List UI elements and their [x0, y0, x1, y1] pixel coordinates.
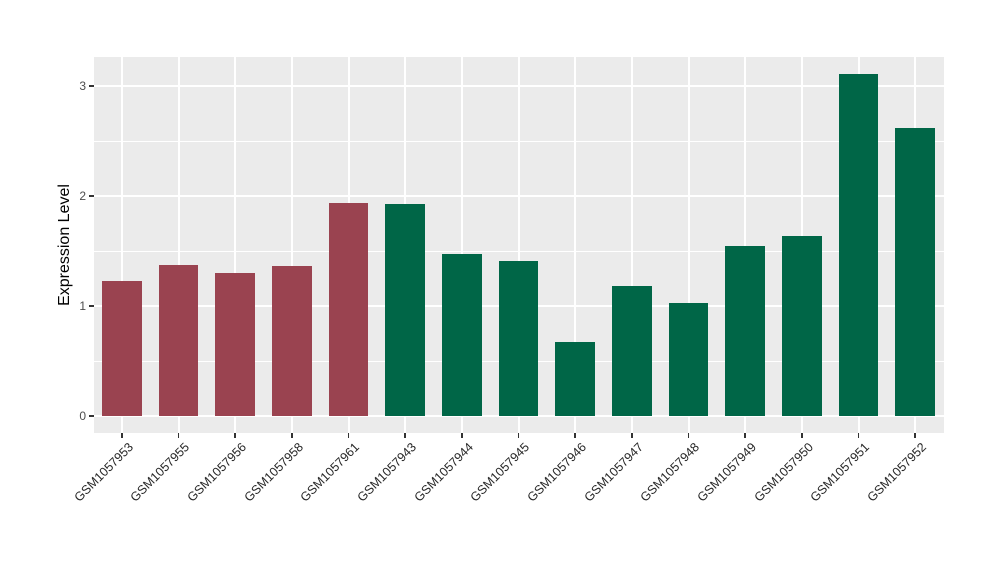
y-tick-label: 0 — [79, 409, 86, 423]
x-tick-label: GSM1057956 — [184, 440, 250, 505]
bar-GSM1057945 — [498, 260, 539, 416]
vertical-gridline — [460, 57, 463, 433]
bar-GSM1057953 — [102, 280, 142, 416]
bar-GSM1057952 — [895, 127, 935, 416]
bar-GSM1057948 — [668, 302, 709, 416]
x-tick-mark — [347, 433, 350, 438]
bar-GSM1057943 — [385, 203, 425, 416]
bar-GSM1057950 — [782, 235, 822, 416]
x-tick-label: GSM1057950 — [751, 440, 816, 505]
x-tick-label: GSM1057946 — [524, 440, 590, 505]
vertical-gridline — [630, 57, 633, 433]
y-tick-mark — [88, 415, 94, 417]
x-tick-label: GSM1057953 — [71, 440, 136, 505]
x-tick-mark — [177, 433, 180, 438]
plot-panel — [93, 57, 944, 433]
x-tick-mark — [404, 433, 406, 438]
x-tick-mark — [801, 433, 803, 438]
bar-GSM1057956 — [215, 273, 255, 416]
vertical-gridline — [574, 57, 577, 433]
y-tick-mark — [88, 85, 94, 87]
x-tick-label: GSM1057952 — [864, 440, 930, 505]
x-tick-label: GSM1057947 — [581, 440, 646, 505]
x-tick-label: GSM1057943 — [354, 440, 420, 505]
bar-GSM1057949 — [725, 245, 765, 416]
x-tick-mark — [914, 433, 916, 438]
vertical-gridline — [744, 57, 747, 433]
x-tick-label: GSM1057961 — [297, 440, 363, 505]
y-tick-label: 2 — [79, 189, 86, 203]
bars-layer — [94, 57, 944, 433]
y-axis-title: Expression Level — [56, 184, 73, 306]
vertical-gridline — [234, 57, 237, 433]
x-tick-label: GSM1057951 — [807, 440, 873, 505]
x-tick-mark — [687, 433, 690, 438]
x-tick-label: GSM1057945 — [467, 440, 533, 505]
x-tick-label: GSM1057958 — [241, 440, 306, 505]
x-tick-mark — [517, 433, 520, 438]
x-tick-mark — [857, 433, 860, 438]
x-tick-label: GSM1057949 — [694, 440, 760, 505]
bar-GSM1057947 — [612, 286, 652, 416]
vertical-gridline — [517, 57, 520, 433]
x-tick-label: GSM1057948 — [637, 440, 703, 505]
x-tick-label: GSM1057944 — [411, 440, 476, 505]
x-tick-mark — [461, 433, 463, 438]
vertical-gridline — [177, 57, 180, 433]
y-tick-label: 3 — [79, 79, 86, 93]
vertical-gridline — [290, 57, 293, 433]
bar-GSM1057961 — [328, 202, 369, 416]
y-tick-mark — [88, 305, 94, 307]
x-tick-mark — [574, 433, 576, 438]
bar-GSM1057951 — [838, 73, 879, 416]
x-tick-mark — [234, 433, 236, 438]
bar-GSM1057944 — [442, 254, 482, 416]
x-tick-label: GSM1057955 — [127, 440, 193, 505]
vertical-gridline — [687, 57, 690, 433]
x-tick-mark — [291, 433, 293, 438]
x-tick-mark — [121, 433, 123, 438]
bar-GSM1057955 — [158, 265, 199, 416]
y-tick-mark — [88, 195, 94, 197]
bar-GSM1057958 — [272, 266, 312, 416]
bar-GSM1057946 — [555, 342, 595, 416]
vertical-gridline — [120, 57, 123, 433]
y-tick-label: 1 — [79, 299, 86, 313]
x-tick-mark — [744, 433, 746, 438]
x-tick-mark — [631, 433, 633, 438]
